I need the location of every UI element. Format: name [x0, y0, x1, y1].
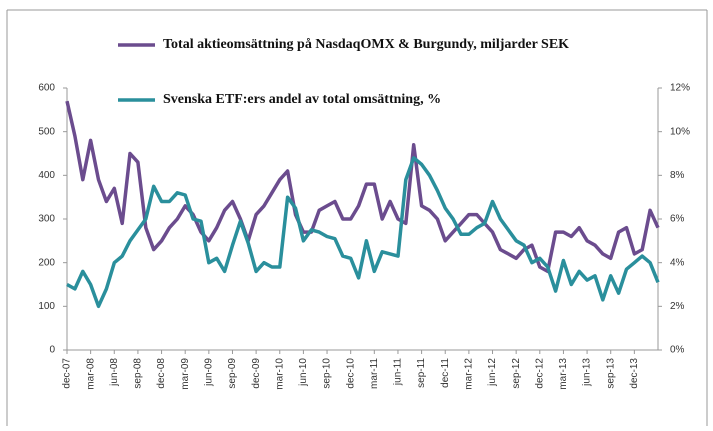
- y2-tick-label: 8%: [670, 170, 685, 181]
- x-tick-label: jun-12: [487, 358, 498, 387]
- x-tick-label: dec-08: [156, 358, 167, 389]
- x-tick-label: dec-10: [345, 358, 356, 389]
- x-tick-label: dec-12: [534, 358, 545, 389]
- x-tick-label: mar-11: [369, 358, 380, 389]
- x-tick-label: sep-11: [416, 358, 427, 388]
- x-tick-label: dec-07: [62, 358, 73, 389]
- y-tick-label: 600: [38, 83, 55, 94]
- x-tick-label: jun-11: [393, 358, 404, 386]
- y-tick-label: 0: [49, 345, 55, 356]
- y2-tick-label: 0%: [670, 345, 685, 356]
- x-tick-label: mar-10: [274, 358, 285, 390]
- y2-tick-label: 4%: [670, 257, 685, 268]
- x-tick-label: mar-09: [180, 358, 191, 390]
- x-tick-label: sep-12: [511, 358, 522, 389]
- legend-label: Svenska ETF:ers andel av total omsättnin…: [163, 92, 441, 107]
- x-tick-label: sep-08: [133, 358, 144, 389]
- x-tick-label: mar-08: [85, 358, 96, 390]
- x-tick-label: sep-13: [605, 358, 616, 389]
- y2-tick-label: 12%: [670, 83, 690, 94]
- line-series: [66, 156, 660, 309]
- y-tick-label: 400: [38, 170, 55, 181]
- y-tick-label: 200: [38, 257, 55, 268]
- x-tick-label: dec-09: [251, 358, 262, 389]
- x-tick-label: mar-13: [558, 358, 569, 390]
- line-series: [65, 100, 660, 274]
- x-tick-label: dec-11: [440, 358, 451, 388]
- legend-label: Total aktieomsättning på NasdaqOMX & Bur…: [163, 37, 569, 52]
- x-tick-label: sep-09: [227, 358, 238, 389]
- x-tick-label: jun-08: [109, 358, 120, 387]
- x-tick-label: jun-13: [582, 358, 593, 387]
- y2-tick-label: 10%: [670, 126, 690, 137]
- x-tick-label: mar-12: [464, 358, 475, 390]
- y-tick-label: 300: [38, 214, 55, 225]
- y-tick-label: 100: [38, 301, 55, 312]
- x-tick-label: dec-13: [629, 358, 640, 389]
- x-tick-label: sep-10: [322, 358, 333, 389]
- y-tick-label: 500: [38, 126, 55, 137]
- x-tick-label: jun-09: [203, 358, 214, 387]
- y2-tick-label: 6%: [670, 214, 685, 225]
- y2-tick-label: 2%: [670, 301, 685, 312]
- x-tick-label: jun-10: [298, 358, 309, 387]
